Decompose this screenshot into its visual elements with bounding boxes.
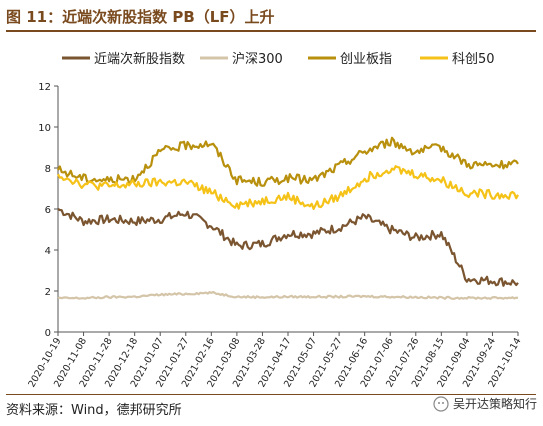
- legend-label: 创业板指: [340, 52, 392, 67]
- watermark: 吴开达策略知行: [433, 395, 537, 412]
- source-note: 资料来源：Wind，德邦研究所: [6, 403, 182, 418]
- y-tick-label: 10: [38, 123, 51, 134]
- figure-title: 图 11：近端次新股指数 PB（LF）上升: [6, 8, 275, 26]
- legend-label: 科创50: [452, 52, 495, 67]
- y-tick-label: 4: [45, 246, 51, 257]
- y-tick-label: 6: [45, 205, 51, 216]
- y-tick-label: 2: [45, 287, 51, 298]
- y-tick-label: 0: [45, 328, 51, 339]
- series-line-2: [57, 290, 519, 300]
- legend-label: 近端次新股指数: [94, 51, 185, 67]
- watermark-text: 吴开达策略知行: [452, 397, 537, 411]
- y-tick-label: 12: [38, 82, 51, 93]
- series-line-1: [57, 208, 519, 287]
- wechat-icon: [433, 395, 449, 412]
- source-rule: [6, 394, 536, 395]
- series-line-4: [57, 165, 519, 210]
- line-chart: 近端次新股指数 沪深300 创业板指 科创500246810122020-10-192…: [26, 51, 523, 389]
- series-line-3: [57, 136, 519, 187]
- legend-label: 沪深300: [232, 51, 283, 67]
- y-tick-label: 8: [45, 164, 51, 175]
- title-rule: [6, 30, 536, 32]
